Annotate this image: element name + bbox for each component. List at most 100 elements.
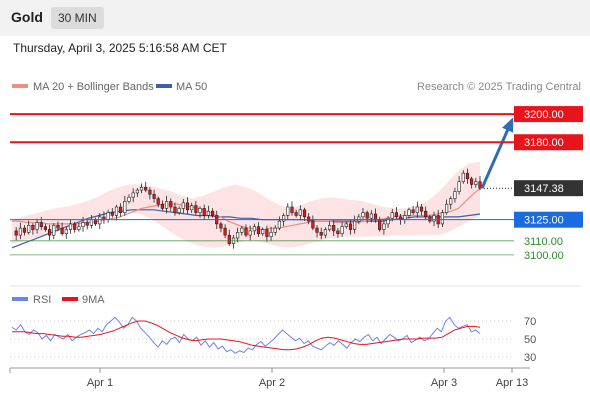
rsi-tick-label: 50: [524, 334, 536, 346]
rsi-line: [11, 316, 481, 355]
candle-body: [415, 206, 419, 213]
source-credit: Research © 2025 Trading Central: [417, 81, 581, 93]
candle-body: [281, 215, 286, 222]
candle-body: [169, 201, 173, 208]
candle-body: [457, 181, 461, 192]
ma50-legend-swatch: [156, 84, 172, 88]
last-price-label: 3147.38: [524, 183, 564, 195]
candle-body: [315, 227, 319, 233]
candle-body: [256, 226, 261, 234]
rsi-plot: 70 50 30: [10, 316, 536, 364]
candle-body: [156, 198, 160, 205]
candle-body: [198, 208, 202, 213]
rsi-ma-legend-swatch: [62, 297, 78, 301]
time-axis: Apr 1 Apr 2 Apr 3 Apr 13: [9, 367, 530, 389]
candle-body: [77, 226, 81, 230]
resistance-label: 3200.00: [524, 109, 564, 121]
candle-body: [419, 206, 424, 212]
candle-body: [294, 212, 298, 216]
candle-body: [123, 201, 127, 213]
candle-body: [411, 209, 415, 213]
candle-body: [348, 223, 353, 230]
candle-body: [440, 212, 445, 225]
candle-body: [248, 230, 252, 236]
candle-body: [131, 192, 135, 198]
candle-body: [173, 206, 177, 213]
candle-body: [369, 213, 374, 219]
candle-body: [298, 209, 302, 216]
rsi-tick-label: 30: [524, 352, 536, 364]
candle-body: [327, 225, 332, 230]
price-levels: 3200.00 3180.00 3125.00 3110.00 3100.00 3147.…: [10, 106, 583, 262]
candle-body: [390, 212, 394, 219]
candle-body: [139, 187, 144, 191]
rsi-legend: RSI 9MA: [12, 294, 105, 306]
candle-body: [244, 227, 248, 236]
candle-body: [227, 234, 231, 244]
candle-body: [181, 202, 185, 209]
candle-body: [31, 225, 35, 230]
candle-body: [236, 232, 240, 239]
time-tick-label: Apr 3: [431, 377, 457, 389]
rsi-tick-label: 70: [524, 316, 536, 328]
candle-body: [22, 227, 27, 233]
candle-body: [206, 210, 211, 216]
candle-body: [18, 227, 23, 236]
candle-body: [386, 218, 390, 225]
resistance-tag: [514, 106, 583, 123]
candle-body: [273, 227, 277, 233]
candle-body: [64, 229, 68, 234]
candle-body: [52, 225, 56, 236]
candle-body: [165, 201, 169, 209]
candle-body: [465, 172, 470, 180]
resistance-label: 3180.00: [524, 137, 564, 149]
last-price-tag: [514, 180, 583, 197]
timeframe-button[interactable]: 30 MIN: [51, 7, 104, 29]
candle-body: [39, 222, 43, 227]
support-label: 3100.00: [524, 250, 564, 262]
bollinger-band: [12, 162, 480, 248]
candle-body: [98, 216, 102, 225]
header-bar: Gold 30 MIN: [0, 0, 590, 36]
candle-body: [110, 212, 114, 216]
candle-body: [43, 226, 47, 230]
pivot-tag: [514, 211, 583, 228]
candle-body: [352, 220, 357, 230]
projection-arrowhead: [502, 117, 514, 133]
candle-body: [307, 216, 311, 222]
rsi-legend-swatch: [12, 297, 28, 301]
rsi-ma-line: [12, 320, 481, 351]
candle-body: [135, 189, 140, 194]
candle-body: [424, 210, 428, 218]
candle-body: [81, 222, 85, 227]
candle-body: [403, 215, 407, 220]
main-legend: MA 20 + Bollinger Bands MA 50 Research ©…: [12, 81, 581, 93]
candle-body: [444, 203, 449, 213]
candle-body: [265, 229, 269, 237]
candle-body: [190, 205, 194, 211]
candle-body: [382, 223, 386, 230]
candle-body: [469, 178, 474, 185]
candle-body: [27, 225, 31, 233]
candle-body: [127, 196, 131, 202]
candle-body: [160, 203, 165, 209]
candle-body: [449, 198, 453, 205]
candle-body: [35, 222, 39, 230]
candle-body: [394, 212, 399, 218]
time-tick-label: Apr 13: [496, 377, 528, 389]
candle-body: [73, 223, 77, 230]
rsi-ma-legend-label: 9MA: [82, 294, 105, 306]
candle-body: [319, 232, 323, 236]
candle-body: [344, 223, 348, 227]
ma50-legend-label: MA 50: [176, 81, 207, 93]
candle-body: [290, 206, 294, 213]
time-tick-label: Apr 1: [87, 377, 113, 389]
ma20-legend-label: MA 20 + Bollinger Bands: [33, 81, 154, 93]
candle-body: [106, 212, 110, 220]
candle-body: [194, 205, 198, 213]
candle-body: [332, 225, 336, 232]
candle-body: [68, 223, 73, 230]
candle-body: [478, 181, 482, 189]
candle-body: [361, 212, 365, 218]
